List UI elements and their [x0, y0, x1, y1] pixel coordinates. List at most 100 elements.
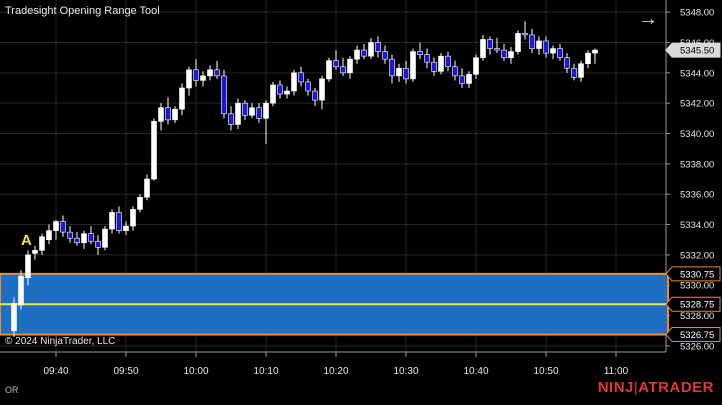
x-tick-label: 10:30: [393, 366, 418, 377]
candle-body: [32, 250, 38, 254]
y-tick-label: 5336.00: [680, 190, 714, 201]
y-tick-label: 5340.00: [680, 129, 714, 140]
candle-body: [158, 107, 164, 122]
price-label-text: 5328.75: [680, 300, 714, 311]
candle-body: [508, 51, 514, 58]
candle-body: [361, 49, 367, 57]
y-tick-label: 5326.00: [680, 341, 714, 352]
x-tick-label: 10:20: [323, 366, 348, 377]
candle-body: [445, 55, 451, 68]
price-label-5330.75: 5330.75: [665, 266, 721, 282]
candle-body: [536, 40, 542, 49]
price-label-5326.75: 5326.75: [665, 327, 721, 343]
copyright-text: © 2024 NinjaTrader, LLC: [5, 336, 116, 347]
candle-body: [543, 40, 549, 54]
candle-body: [340, 66, 346, 74]
candle-body: [46, 230, 52, 241]
candle-body: [88, 233, 94, 242]
y-tick-label: 5342.00: [680, 99, 714, 110]
x-tick-label: 11:00: [604, 366, 629, 377]
y-tick-label: 5328.00: [680, 311, 714, 322]
candle-body: [494, 48, 500, 51]
candle-body: [459, 75, 465, 84]
status-label: OR: [5, 385, 19, 395]
arrow-right-icon[interactable]: →: [638, 8, 658, 30]
candle-body: [81, 233, 87, 244]
candle-body: [319, 78, 325, 101]
x-tick-label: 09:40: [43, 366, 68, 377]
candle-body: [249, 107, 255, 116]
candle-body: [165, 107, 171, 121]
candle-body: [564, 57, 570, 69]
candle-body: [550, 48, 556, 54]
y-tick-label: 5338.00: [680, 159, 714, 170]
candle-body: [557, 48, 563, 58]
price-label-text: 5326.75: [680, 330, 714, 341]
candle-body: [515, 33, 521, 52]
candle-body: [501, 49, 507, 58]
candle-body: [578, 63, 584, 78]
candle-body: [417, 51, 423, 55]
candle-body: [291, 72, 297, 92]
candle-body: [529, 34, 535, 49]
price-label-box: [665, 42, 721, 58]
candle-body: [368, 42, 374, 57]
candle-body: [242, 102, 248, 116]
candle-body: [487, 39, 493, 49]
price-label-5345.50: 5345.50: [665, 42, 721, 58]
candle-body: [39, 236, 45, 251]
candle-body: [53, 221, 59, 231]
price-label-text: 5345.50: [680, 46, 714, 57]
candle-body: [298, 72, 304, 83]
candle-body: [382, 51, 388, 60]
y-tick-label: 5330.00: [680, 281, 714, 292]
candle-body: [130, 209, 136, 227]
y-tick-label: 5348.00: [680, 8, 714, 19]
y-tick-label: 5332.00: [680, 250, 714, 261]
candle-body: [347, 58, 353, 74]
candle-body: [473, 57, 479, 75]
candle-body: [326, 60, 332, 80]
candle-body: [193, 69, 199, 81]
candle-body: [18, 275, 24, 306]
candle-body: [592, 49, 598, 54]
candle-body: [256, 107, 262, 119]
candle-body: [438, 55, 444, 72]
candle-body: [102, 228, 108, 248]
candle-body: [25, 254, 31, 278]
candle-body: [74, 237, 80, 244]
candle-body: [403, 67, 409, 80]
candle-body: [466, 74, 472, 84]
chart-title: Tradesight Opening Range Tool: [5, 5, 160, 17]
candle-body: [172, 108, 178, 121]
opening-range-marker-label: A: [21, 232, 32, 249]
price-label-box: [665, 327, 721, 343]
candle-body: [123, 225, 129, 231]
candle-body: [270, 84, 276, 104]
candle-body: [305, 81, 311, 92]
price-label-box: [665, 266, 721, 282]
price-label-text: 5330.75: [680, 269, 714, 280]
candle-body: [207, 69, 213, 77]
candle-body: [452, 66, 458, 77]
candle-body: [571, 67, 577, 78]
price-label-box: [665, 296, 721, 312]
candle-body: [67, 231, 73, 239]
candle-body: [284, 90, 290, 95]
candle-body: [431, 61, 437, 72]
x-tick-label: 10:10: [253, 366, 278, 377]
candle-body: [585, 52, 591, 65]
candle-body: [522, 33, 528, 36]
candle-body: [235, 102, 241, 125]
price-label-5328.75: 5328.75: [665, 296, 721, 312]
x-tick-label: 10:40: [463, 366, 488, 377]
y-tick-label: 5334.00: [680, 220, 714, 231]
candle-body: [214, 69, 220, 77]
candle-body: [396, 67, 402, 77]
candle-body: [221, 75, 227, 115]
candle-body: [228, 113, 234, 125]
candle-body: [424, 54, 430, 63]
candle-body: [480, 39, 486, 58]
